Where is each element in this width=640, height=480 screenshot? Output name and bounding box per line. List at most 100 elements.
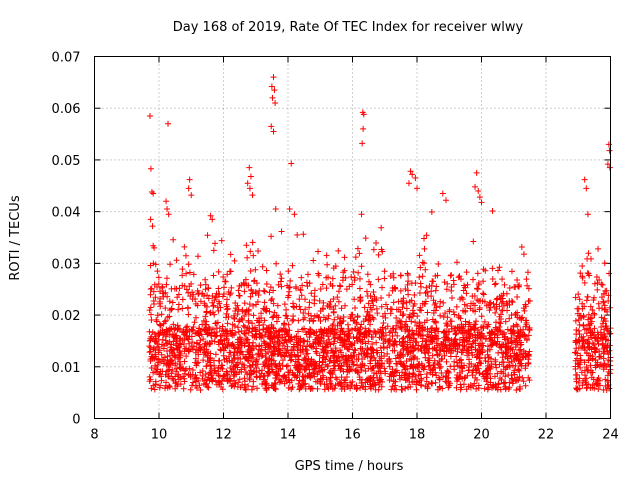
y-tick-label: 0.07 (52, 51, 81, 66)
data-point (427, 338, 434, 345)
data-point (175, 306, 182, 313)
data-point (241, 324, 248, 331)
data-point (360, 318, 367, 325)
data-point (365, 300, 372, 307)
data-point (498, 368, 505, 375)
data-point (163, 198, 170, 205)
data-point (595, 245, 602, 252)
data-point (174, 326, 181, 333)
data-point (147, 344, 154, 351)
data-point (351, 277, 358, 284)
data-point (357, 297, 364, 304)
data-point (508, 298, 515, 305)
data-point (419, 324, 426, 331)
data-point (220, 284, 227, 291)
data-point (327, 374, 334, 381)
data-point (170, 236, 177, 243)
data-point (403, 305, 410, 312)
data-point (475, 280, 482, 287)
data-point (476, 194, 483, 201)
data-point (270, 74, 277, 81)
data-point (344, 357, 351, 364)
data-point (167, 261, 174, 268)
data-point (219, 293, 226, 300)
data-point (598, 314, 605, 321)
data-point (209, 292, 216, 299)
data-point (491, 304, 498, 311)
data-point (196, 382, 203, 389)
data-point (211, 311, 218, 318)
data-point (400, 295, 407, 302)
data-point (230, 312, 237, 319)
data-point (302, 366, 309, 373)
data-point (458, 329, 465, 336)
data-point (412, 373, 419, 380)
data-point (301, 338, 308, 345)
data-point (586, 272, 593, 279)
data-point (431, 357, 438, 364)
data-point (585, 381, 592, 388)
data-point (428, 288, 435, 295)
data-point (508, 327, 515, 334)
data-point (596, 348, 603, 355)
data-point (241, 300, 248, 307)
data-point (165, 211, 172, 218)
data-point (323, 327, 330, 334)
data-point (329, 325, 336, 332)
data-point (297, 383, 304, 390)
data-point (151, 300, 158, 307)
data-point (447, 272, 454, 279)
data-point (577, 270, 584, 277)
data-point (346, 346, 353, 353)
data-point (247, 293, 254, 300)
data-point (471, 302, 478, 309)
data-point (268, 297, 275, 304)
data-point (600, 298, 607, 305)
data-point (358, 380, 365, 387)
data-point (352, 254, 359, 261)
data-point (433, 304, 440, 311)
data-point (373, 297, 380, 304)
data-point (585, 250, 592, 257)
data-point (598, 331, 605, 338)
data-point (398, 324, 405, 331)
data-point (170, 347, 177, 354)
data-point (232, 370, 239, 377)
data-point (445, 328, 452, 335)
data-point (595, 386, 602, 393)
data-point (440, 299, 447, 306)
data-point (392, 329, 399, 336)
data-point (383, 332, 390, 339)
data-point (219, 386, 226, 393)
data-point (220, 373, 227, 380)
data-point (290, 313, 297, 320)
data-point (606, 331, 613, 338)
data-point (470, 367, 477, 374)
data-point (276, 372, 283, 379)
data-point (583, 297, 590, 304)
data-point (327, 357, 334, 364)
data-point (149, 355, 156, 362)
data-point (272, 100, 279, 107)
data-point (384, 338, 391, 345)
data-point (147, 311, 154, 318)
data-point (511, 337, 518, 344)
data-point (488, 360, 495, 367)
data-point (334, 335, 341, 342)
data-point (433, 283, 440, 290)
data-point (513, 321, 520, 328)
data-point (336, 318, 343, 325)
data-point (392, 368, 399, 375)
data-point (371, 380, 378, 387)
data-point (457, 315, 464, 322)
data-point (601, 302, 608, 309)
data-point (474, 270, 481, 277)
data-point (289, 351, 296, 358)
data-point (348, 274, 355, 281)
data-point (514, 276, 521, 283)
data-point (319, 358, 326, 365)
data-point (168, 357, 175, 364)
data-point (480, 278, 487, 285)
data-point (150, 369, 157, 376)
data-point (156, 384, 163, 391)
